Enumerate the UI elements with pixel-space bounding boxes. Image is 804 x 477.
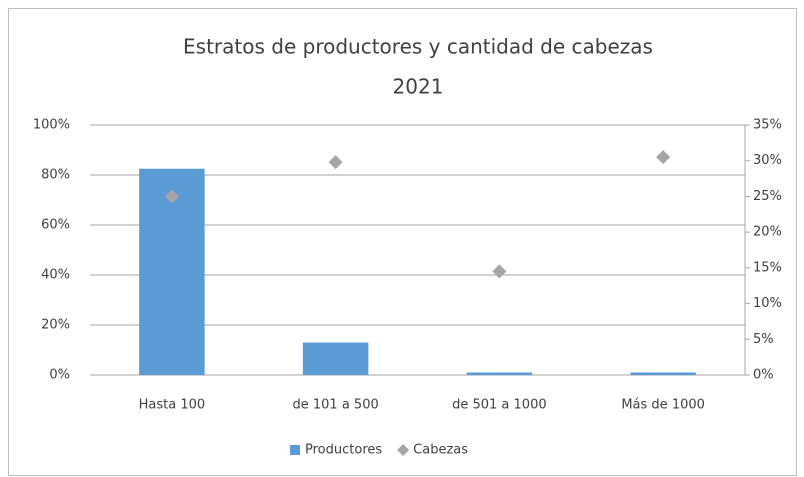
y2-tick-label: 0% xyxy=(753,368,774,383)
diamond-marker xyxy=(656,150,671,165)
y-tick-label: 60% xyxy=(41,218,70,233)
y2-tick-label: 10% xyxy=(753,296,782,311)
chart-title: Estratos de productores y cantidad de ca… xyxy=(183,35,653,59)
x-tick-label: de 101 a 500 xyxy=(293,398,379,413)
y-tick-label: 40% xyxy=(41,268,70,283)
y2-tick-label: 5% xyxy=(753,332,774,347)
bar xyxy=(466,372,533,375)
y2-tick-label: 35% xyxy=(753,118,782,133)
y2-tick-label: 30% xyxy=(753,153,782,168)
diamond-marker xyxy=(492,264,507,279)
legend-swatch xyxy=(397,444,410,456)
y-tick-label: 100% xyxy=(33,118,70,133)
y-tick-label: 80% xyxy=(41,168,70,183)
x-tick-label: Más de 1000 xyxy=(621,398,705,413)
y-tick-label: 0% xyxy=(49,368,70,383)
legend-label: Cabezas xyxy=(413,443,468,458)
x-tick-label: de 501 a 1000 xyxy=(452,398,547,413)
chart-subtitle: 2021 xyxy=(393,75,444,99)
y-tick-label: 20% xyxy=(41,318,70,333)
y2-tick-label: 20% xyxy=(753,225,782,240)
x-tick-label: Hasta 100 xyxy=(139,398,206,413)
y2-tick-label: 15% xyxy=(753,260,782,275)
legend-swatch xyxy=(290,445,300,455)
legend-label: Productores xyxy=(305,443,382,458)
diamond-marker xyxy=(328,155,343,170)
bar xyxy=(630,372,696,375)
diamond-marker xyxy=(164,189,179,204)
y2-tick-label: 25% xyxy=(753,189,782,204)
bar xyxy=(302,342,369,375)
